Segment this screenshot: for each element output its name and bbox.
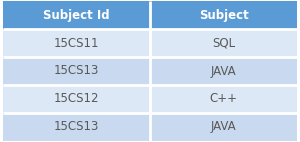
Bar — [150, 57, 297, 85]
Bar — [3, 85, 150, 113]
Bar — [3, 29, 150, 57]
Bar — [150, 113, 297, 141]
Bar — [3, 57, 150, 85]
Text: Subject: Subject — [199, 9, 248, 22]
Text: JAVA: JAVA — [211, 64, 236, 78]
Bar — [3, 1, 150, 29]
Text: SQL: SQL — [212, 37, 235, 50]
Text: Subject Id: Subject Id — [43, 9, 110, 22]
Text: C++: C++ — [209, 92, 238, 105]
Bar — [3, 113, 150, 141]
Text: 15CS11: 15CS11 — [54, 37, 99, 50]
Text: 15CS13: 15CS13 — [54, 64, 99, 78]
Text: JAVA: JAVA — [211, 120, 236, 133]
Text: 15CS13: 15CS13 — [54, 120, 99, 133]
Text: 15CS12: 15CS12 — [54, 92, 99, 105]
Bar — [150, 85, 297, 113]
Bar — [150, 1, 297, 29]
Bar — [150, 29, 297, 57]
